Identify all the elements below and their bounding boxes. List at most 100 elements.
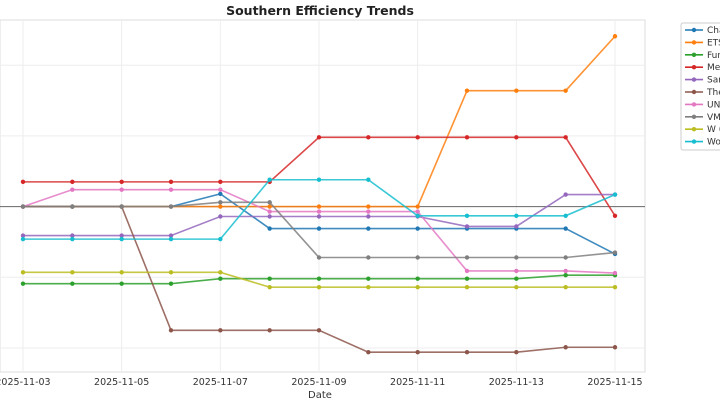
data-point xyxy=(119,233,124,238)
x-tick-label: 2025-11-11 xyxy=(390,377,445,388)
series-2 xyxy=(20,272,618,286)
data-point xyxy=(70,270,75,275)
data-point xyxy=(119,179,124,185)
legend-marker xyxy=(691,102,697,107)
data-point xyxy=(168,236,174,242)
legend: Cha ETS Fur Me Sar The UN VM W (Wo xyxy=(680,22,720,151)
data-point xyxy=(119,204,124,209)
data-point xyxy=(415,213,420,218)
legend-label: ETS xyxy=(707,38,720,48)
legend-marker xyxy=(691,127,697,132)
data-point xyxy=(464,135,470,140)
data-point xyxy=(612,192,618,197)
data-point xyxy=(612,250,618,255)
data-point xyxy=(366,209,371,214)
data-point xyxy=(464,88,470,93)
data-point xyxy=(563,192,568,197)
data-point xyxy=(514,350,519,355)
data-point xyxy=(316,204,322,209)
data-point xyxy=(366,226,371,231)
data-point xyxy=(514,213,519,218)
data-point xyxy=(563,284,568,290)
data-point xyxy=(316,209,322,214)
data-point xyxy=(20,281,26,286)
data-point xyxy=(415,204,420,209)
legend-label: W ( xyxy=(707,125,720,135)
data-point xyxy=(267,177,272,182)
data-point xyxy=(267,214,272,219)
data-point xyxy=(168,270,174,275)
legend-marker xyxy=(691,114,697,120)
series-group xyxy=(20,34,618,355)
data-point xyxy=(20,270,26,275)
data-point xyxy=(563,272,568,278)
data-point xyxy=(20,236,26,242)
x-tick-label: 2025-11-07 xyxy=(193,377,248,388)
data-point xyxy=(119,236,124,242)
data-point xyxy=(316,177,322,182)
data-point xyxy=(366,276,371,281)
data-point xyxy=(218,187,223,192)
data-point xyxy=(366,284,371,290)
data-point xyxy=(366,214,371,219)
data-point xyxy=(415,135,420,140)
legend-marker xyxy=(691,27,697,33)
data-point xyxy=(218,276,223,281)
data-point xyxy=(168,187,174,192)
legend-label: Fur xyxy=(707,51,720,61)
data-point xyxy=(168,328,174,333)
data-point xyxy=(464,268,470,274)
x-tick-label: 2025-11-05 xyxy=(94,377,149,388)
data-point xyxy=(168,204,174,209)
data-point xyxy=(464,224,470,229)
legend-label: Cha xyxy=(707,26,720,36)
legend-marker xyxy=(691,77,697,82)
data-point xyxy=(563,88,568,93)
data-point xyxy=(316,284,322,290)
legend-label: VM xyxy=(707,113,720,123)
data-point xyxy=(267,204,272,209)
data-point xyxy=(366,135,371,140)
data-point xyxy=(70,179,75,185)
series-6 xyxy=(20,187,618,276)
data-point xyxy=(267,226,272,231)
data-point xyxy=(168,233,174,238)
data-point xyxy=(218,200,223,205)
data-point xyxy=(366,177,371,182)
data-point xyxy=(20,204,26,209)
data-point xyxy=(612,345,618,350)
series-8 xyxy=(20,270,618,290)
data-point xyxy=(168,281,174,286)
data-point xyxy=(70,236,75,242)
data-point xyxy=(415,209,420,214)
data-point xyxy=(464,255,470,260)
legend-marker xyxy=(691,65,697,70)
x-tick-label: 2025-11-15 xyxy=(587,377,642,388)
data-point xyxy=(563,255,568,260)
data-point xyxy=(316,226,322,231)
data-point xyxy=(464,276,470,281)
data-point xyxy=(316,328,322,333)
data-point xyxy=(218,236,223,242)
legend-marker xyxy=(691,40,697,45)
data-point xyxy=(316,276,322,281)
data-point xyxy=(514,224,519,229)
x-axis-label: Date xyxy=(308,390,332,401)
data-point xyxy=(119,281,124,286)
data-point xyxy=(119,187,124,192)
data-point xyxy=(563,213,568,218)
data-point xyxy=(514,276,519,281)
data-point xyxy=(563,226,568,231)
legend-label: The xyxy=(706,88,720,98)
data-point xyxy=(119,270,124,275)
data-point xyxy=(366,204,371,209)
data-point xyxy=(464,213,470,218)
series-3 xyxy=(20,135,618,218)
data-point xyxy=(168,179,174,185)
x-tick-label: 2025-11-03 xyxy=(0,377,51,388)
data-point xyxy=(514,284,519,290)
data-point xyxy=(70,233,75,238)
data-point xyxy=(218,328,223,333)
data-point xyxy=(70,281,75,286)
